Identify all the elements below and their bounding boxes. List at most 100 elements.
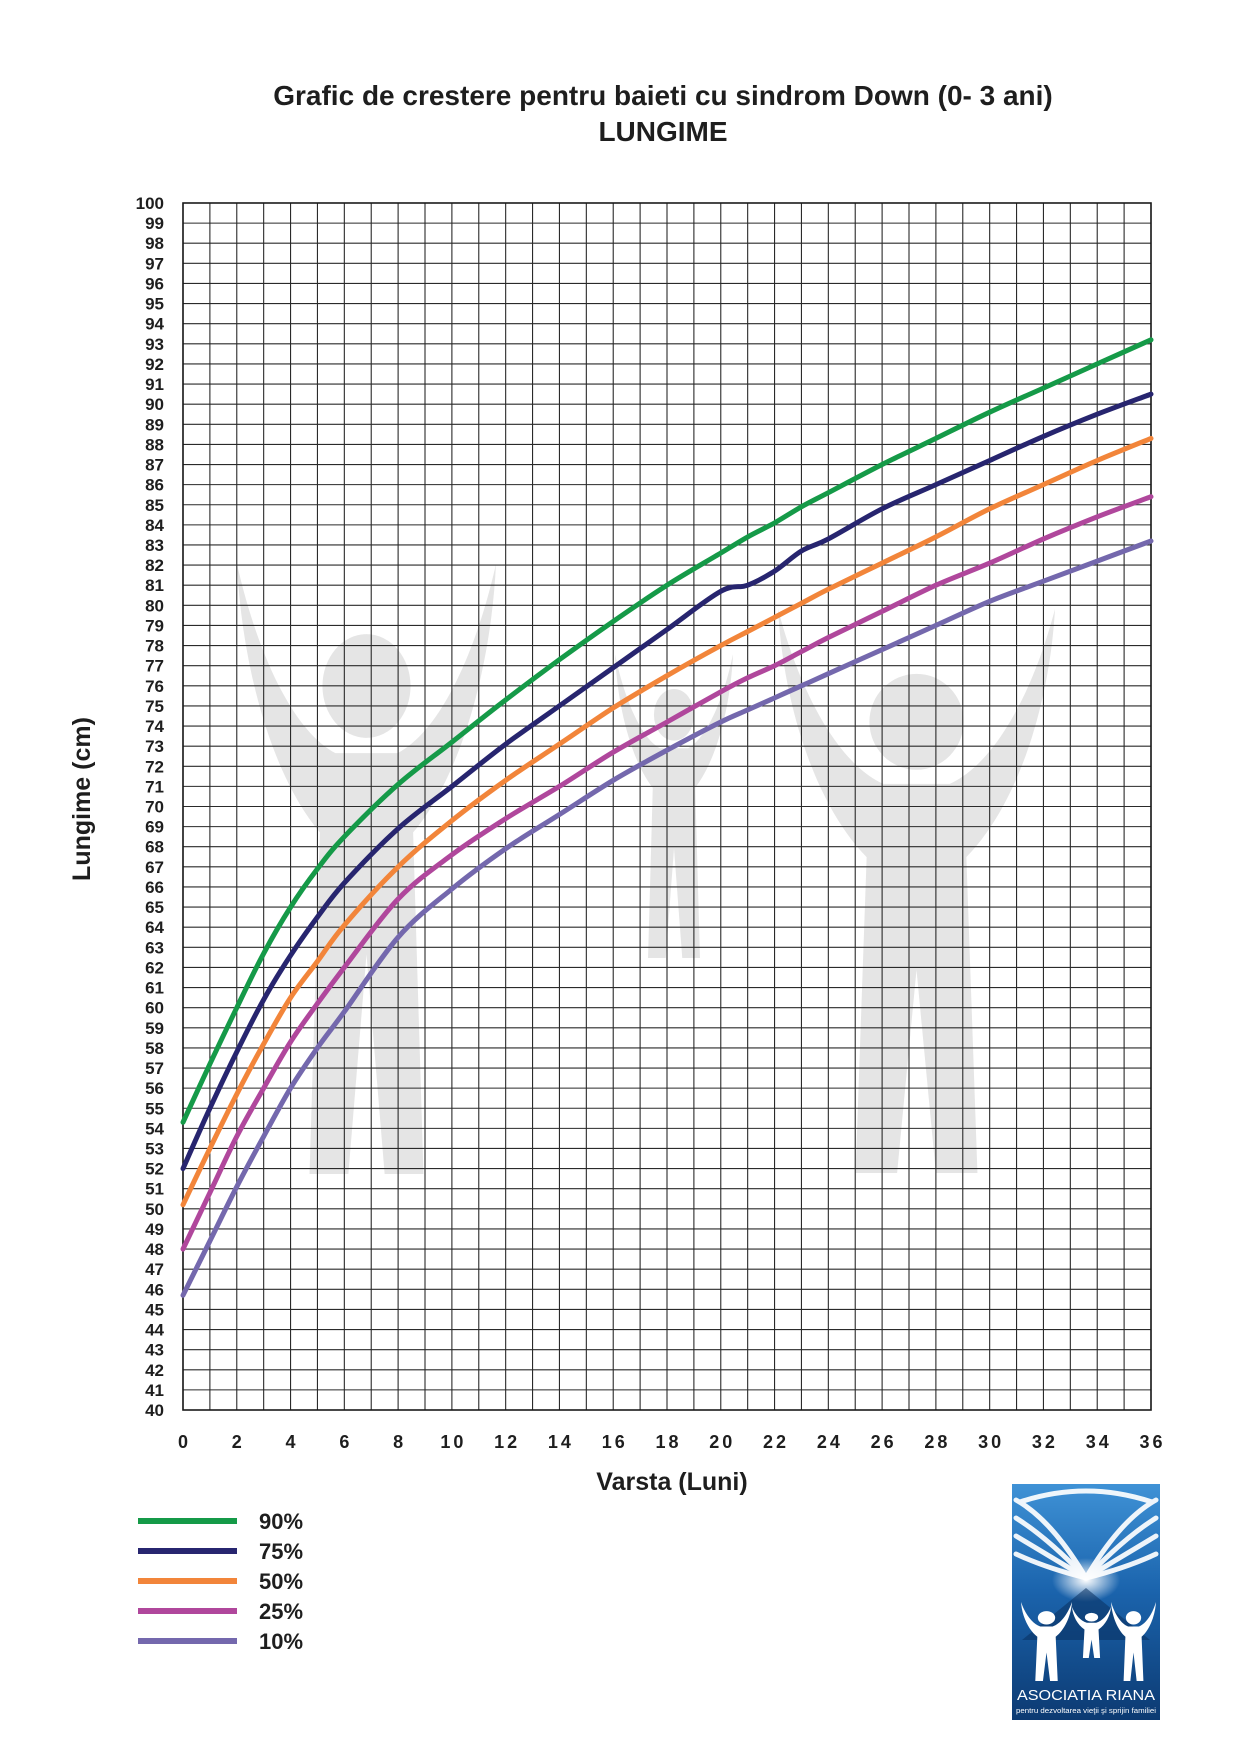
legend-label: 50% [259,1569,303,1594]
plot-frame [182,202,1152,1411]
x-tick-label: 22 [763,1432,789,1452]
y-tick-label: 69 [145,818,164,837]
percentile-curves [180,337,1154,1298]
association-logo: ASOCIATIA RIANA pentru dezvoltarea vieţi… [1012,1484,1160,1720]
y-tick-label: 79 [145,616,164,635]
y-tick-label: 72 [145,757,164,776]
y-tick-label: 56 [145,1079,164,1098]
y-tick-label: 92 [145,355,164,374]
y-tick-label: 88 [145,435,164,454]
y-tick-label: 55 [145,1099,164,1118]
x-tick-label: 36 [1139,1432,1165,1452]
y-tick-label: 41 [145,1381,164,1400]
legend-label: 10% [259,1629,303,1654]
x-tick-label: 20 [709,1432,735,1452]
y-tick-label: 62 [145,958,164,977]
x-tick-label: 14 [548,1432,574,1452]
y-tick-label: 71 [145,777,164,796]
y-tick-label: 47 [145,1260,164,1279]
y-tick-label: 89 [145,415,164,434]
legend: 90% 75% 50% 25% 10% [138,1509,303,1654]
x-tick-label: 32 [1032,1432,1058,1452]
x-tick-label: 0 [178,1432,191,1452]
x-tick-label: 18 [655,1432,681,1452]
logo-glow [1052,1558,1120,1602]
y-tick-label: 67 [145,858,164,877]
x-tick-label: 34 [1086,1432,1112,1452]
x-tick-label: 30 [978,1432,1004,1452]
chart-title: Grafic de crestere pentru baieti cu sind… [273,80,1053,111]
y-tick-label: 93 [145,335,164,354]
y-axis-title: Lungime (cm) [68,717,96,881]
y-tick-label: 52 [145,1160,164,1179]
y-tick-label: 86 [145,476,164,495]
y-tick-label: 97 [145,254,164,273]
y-tick-label: 60 [145,999,164,1018]
x-tick-label: 24 [817,1432,843,1452]
y-tick-label: 44 [145,1321,164,1340]
watermark-figure-left [237,564,496,1174]
y-tick-label: 84 [145,516,164,535]
series-line-p25 [180,494,1154,1252]
x-tick-label: 8 [393,1432,406,1452]
y-tick-label: 49 [145,1220,164,1239]
y-tick-label: 40 [145,1401,164,1420]
y-tick-label: 45 [145,1300,164,1319]
legend-item: 25% [138,1599,303,1624]
series-line-p10 [180,538,1154,1298]
y-tick-label: 74 [145,717,164,736]
logo-name: ASOCIATIA RIANA [1017,1687,1155,1704]
y-tick-label: 48 [145,1240,164,1259]
y-tick-label: 42 [145,1361,164,1380]
logo-tagline: pentru dezvoltarea vieţii şi sprijin fam… [1016,1708,1156,1715]
y-tick-label: 57 [145,1059,164,1078]
y-tick-label: 87 [145,456,164,475]
y-tick-label: 82 [145,556,164,575]
legend-item: 10% [138,1629,303,1654]
y-tick-label: 65 [145,898,164,917]
y-tick-label: 75 [145,697,164,716]
series-line-p90 [180,337,1154,1125]
series-line-p75 [180,391,1154,1172]
y-tick-label: 91 [145,375,164,394]
x-tick-label: 4 [286,1432,299,1452]
y-tick-label: 94 [145,315,164,334]
y-tick-label: 96 [145,274,164,293]
y-tick-label: 58 [145,1039,164,1058]
y-tick-label: 59 [145,1019,164,1038]
y-tick-label: 80 [145,596,164,615]
y-tick-label: 85 [145,496,164,515]
plot-grid [182,202,1152,1411]
x-tick-label: 28 [924,1432,950,1452]
y-tick-label: 68 [145,838,164,857]
y-tick-label: 54 [145,1119,164,1138]
legend-label: 90% [259,1509,303,1534]
x-tick-label: 10 [440,1432,466,1452]
legend-label: 75% [259,1539,303,1564]
y-tick-label: 43 [145,1341,164,1360]
series-line-p50 [180,435,1154,1208]
chart-subtitle: LUNGIME [598,116,727,147]
x-tick-label: 26 [871,1432,897,1452]
legend-item: 75% [138,1539,303,1564]
y-tick-label: 76 [145,677,164,696]
y-tick-label: 46 [145,1280,164,1299]
legend-label: 25% [259,1599,303,1624]
y-tick-label: 61 [145,979,164,998]
y-tick-label: 66 [145,878,164,897]
x-tick-label: 6 [339,1432,352,1452]
y-tick-label: 70 [145,798,164,817]
y-tick-label: 63 [145,938,164,957]
y-tick-label: 77 [145,657,164,676]
y-tick-label: 53 [145,1139,164,1158]
y-tick-label: 90 [145,395,164,414]
y-tick-label: 64 [145,918,164,937]
y-tick-label: 50 [145,1200,164,1219]
y-tick-label: 81 [145,576,164,595]
y-tick-label: 98 [145,234,164,253]
y-tick-label: 100 [136,194,164,213]
legend-item: 50% [138,1569,303,1594]
x-axis-title: Varsta (Luni) [596,1468,747,1496]
